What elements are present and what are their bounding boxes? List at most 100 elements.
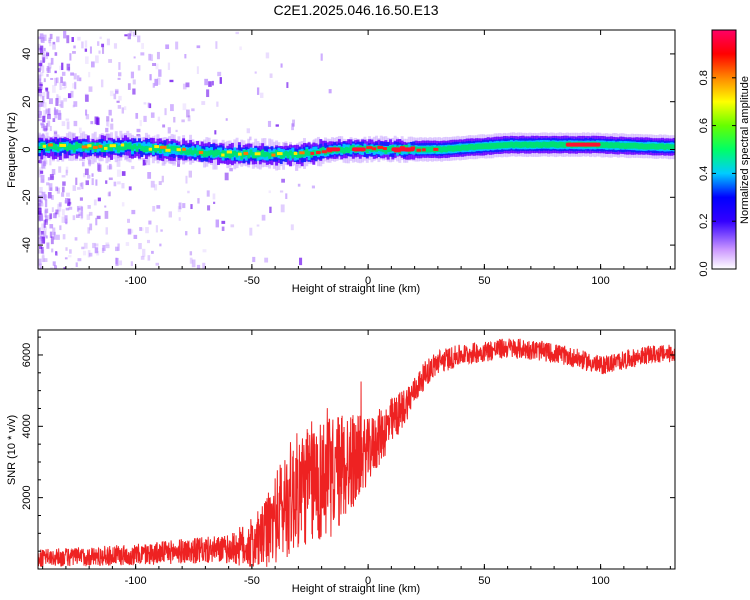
spectrogram-noise-cell xyxy=(260,92,264,98)
spectrogram-band-cell xyxy=(612,142,616,149)
spectrogram-band-cell xyxy=(203,150,206,158)
spectrogram-noise-cell xyxy=(254,71,257,74)
spectrogram-noise-cell xyxy=(116,169,121,177)
snr-x-tick-label: -100 xyxy=(125,575,147,587)
spectrogram-noise-cell xyxy=(106,120,109,127)
spectrogram-noise-cell xyxy=(109,90,114,97)
spectrogram-noise-cell xyxy=(54,52,58,56)
spectrogram-noise-cell xyxy=(197,198,200,204)
spectrogram-noise-cell xyxy=(151,250,154,254)
spectrogram-band-cell xyxy=(437,146,441,152)
spectrogram-noise-cell xyxy=(160,229,163,232)
spectrogram-noise-cell xyxy=(113,181,117,187)
spectrogram-band-cell xyxy=(540,142,544,149)
spectrogram-noise-cell xyxy=(142,159,147,166)
spectrogram-noise-cell xyxy=(84,93,88,101)
spectrogram-noise-cell xyxy=(78,213,82,216)
spectrogram-noise-cell xyxy=(198,227,201,235)
spectrogram-band-cell xyxy=(289,150,293,156)
spectrogram-noise-cell xyxy=(41,191,46,200)
spectrogram-y-tick-label: -20 xyxy=(21,189,33,205)
colorbar-tick-label: 0.2 xyxy=(698,214,710,229)
spectrogram-band-cell xyxy=(607,142,611,149)
spectrogram-ticks: -100 -50 0 50 100 -40 -20 0 20 40 xyxy=(21,30,675,287)
spectrogram-noise-cell xyxy=(159,243,162,247)
spectrogram-band-cell xyxy=(119,145,123,151)
spectrogram-band-cell xyxy=(484,143,488,150)
spectrogram-noise-cell xyxy=(44,219,48,225)
spectrogram-band-cell xyxy=(196,150,200,156)
spectrogram-noise-cell xyxy=(143,115,147,122)
spectrogram-noise-cell xyxy=(117,181,121,185)
spectrogram-noise-cell xyxy=(117,243,120,251)
spectrogram-band-cell xyxy=(647,143,651,150)
spectrogram-noise-cell xyxy=(136,128,141,133)
spectrogram-band-cell xyxy=(82,145,86,152)
spectrogram-noise-cell xyxy=(39,186,43,194)
spectrogram-hotspot xyxy=(109,144,116,148)
spectrogram-noise-cell xyxy=(49,213,53,220)
spectrogram-noise-cell xyxy=(62,81,66,86)
spectrogram-band-cell xyxy=(614,142,618,148)
spectrogram-band-cell xyxy=(637,143,641,150)
spectrogram-noise-cell xyxy=(38,104,41,112)
spectrogram-noise-cell xyxy=(246,128,251,134)
spectrogram-noise-cell xyxy=(79,182,83,187)
spectrogram-band-cell xyxy=(286,151,290,159)
spectrogram-noise-cell xyxy=(105,244,110,249)
spectrogram-noise-cell xyxy=(128,186,132,191)
spectrogram-band-cell xyxy=(230,151,234,158)
spectrogram-noise-cell xyxy=(43,230,47,237)
spectrogram-noise-cell xyxy=(108,109,112,116)
spectrogram-noise-cell xyxy=(38,73,42,82)
spectrogram-noise-cell xyxy=(95,55,99,64)
spectrogram-noise-cell xyxy=(156,205,161,209)
spectrogram-noise-cell xyxy=(213,201,216,205)
spectrogram-noise-cell xyxy=(94,243,99,247)
spectrogram-noise-cell xyxy=(40,230,45,235)
spectrogram-band-cell xyxy=(661,143,664,150)
spectrogram-noise-cell xyxy=(71,37,74,42)
spectrogram-noise-cell xyxy=(61,209,65,216)
spectrogram-noise-cell xyxy=(285,193,288,200)
spectrogram-noise-cell xyxy=(167,127,171,134)
spectrogram-noise-cell xyxy=(49,224,54,229)
spectrogram-band-cell xyxy=(495,142,499,149)
spectrogram-noise-cell xyxy=(38,258,42,266)
spectrogram-noise-cell xyxy=(150,112,155,118)
spectrogram-hotspot xyxy=(148,147,152,151)
spectrogram-band-cell xyxy=(179,148,183,155)
spectrogram-noise-cell xyxy=(40,200,43,204)
spectrogram-noise-cell xyxy=(131,209,136,215)
spectrogram-noise-cell xyxy=(185,82,190,88)
spectrogram-band-cell xyxy=(219,151,223,158)
spectrogram-noise-cell xyxy=(129,30,133,37)
spectrogram-noise-cell xyxy=(50,267,54,269)
spectrogram-noise-cell xyxy=(55,98,59,106)
snr-x-tick-label: 0 xyxy=(365,575,371,587)
spectrogram-noise-cell xyxy=(119,260,123,266)
snr-y-tick-label: 4000 xyxy=(21,414,33,438)
spectrogram-noise-cell xyxy=(155,225,158,233)
spectrogram-band-cell xyxy=(530,142,534,148)
spectrogram-noise-cell xyxy=(51,248,54,253)
spectrogram-noise-cell xyxy=(81,246,85,250)
spectrogram-noise-cell xyxy=(87,205,91,209)
spectrogram-noise-cell xyxy=(311,185,315,189)
spectrogram-noise-cell xyxy=(229,167,233,172)
spectrogram-noise-cell xyxy=(145,227,149,234)
spectrogram-noise-cell xyxy=(40,266,43,269)
spectrogram-noise-cell xyxy=(115,90,119,95)
spectrogram-noise-cell xyxy=(49,231,53,238)
spectrogram-noise-cell xyxy=(88,211,93,216)
spectrogram-band-cell xyxy=(672,144,675,151)
spectrogram-band-cell xyxy=(635,142,639,149)
spectrogram-noise-cell xyxy=(52,227,56,236)
spectrogram-noise-cell xyxy=(77,36,81,41)
spectrogram-noise-cell xyxy=(121,107,125,114)
spectrogram-noise-cell xyxy=(178,202,182,210)
spectrogram-noise-cell xyxy=(70,90,74,98)
spectrogram-noise-cell xyxy=(41,223,46,230)
spectrogram-noise-cell xyxy=(191,108,195,112)
spectrogram-noise-cell xyxy=(38,43,41,52)
